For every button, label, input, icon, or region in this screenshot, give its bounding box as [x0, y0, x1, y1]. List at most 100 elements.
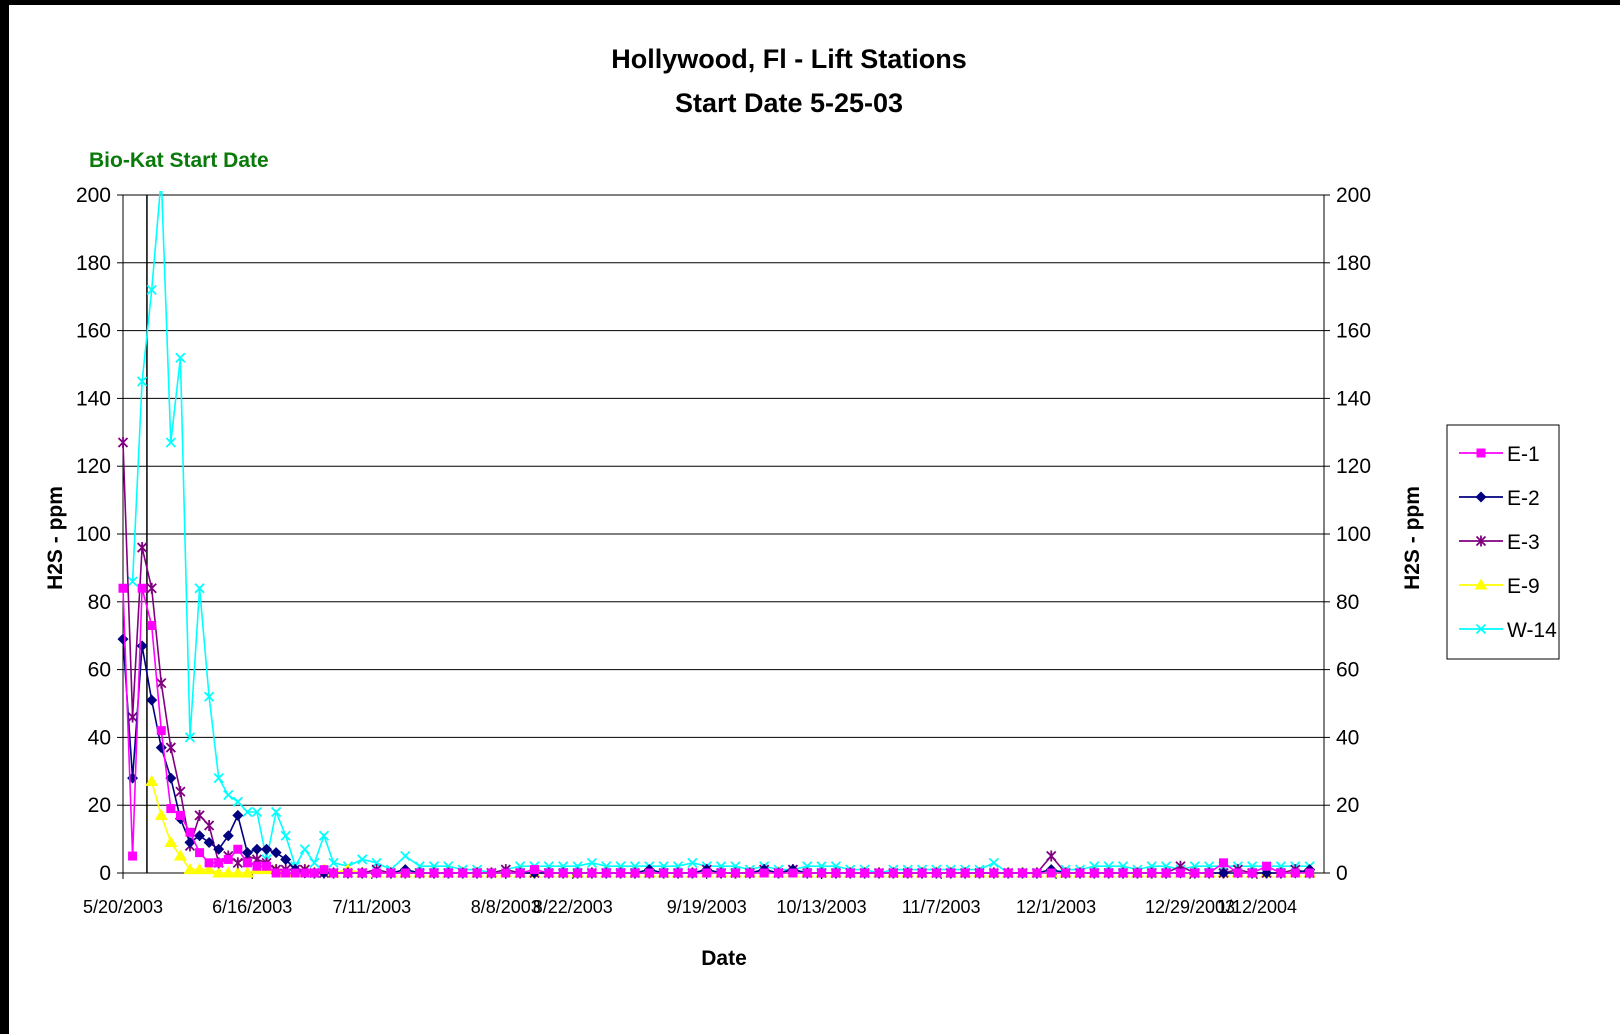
data-point — [989, 868, 999, 878]
data-point — [242, 806, 253, 818]
data-point — [788, 868, 798, 878]
data-point — [687, 857, 698, 868]
data-point — [1190, 868, 1200, 878]
data-point — [251, 843, 263, 855]
legend-marker — [1476, 448, 1486, 458]
data-point — [154, 808, 168, 820]
data-point — [117, 436, 129, 448]
data-point — [415, 868, 425, 878]
legend-marker — [1475, 535, 1487, 547]
data-point — [587, 868, 597, 878]
data-point — [472, 868, 482, 878]
data-point — [357, 854, 368, 865]
data-point — [241, 847, 253, 859]
data-point — [1276, 868, 1286, 878]
data-point — [974, 868, 984, 878]
y-tick-label-left: 160 — [76, 320, 111, 343]
chart-subtitle: Start Date 5-25-03 — [675, 88, 903, 118]
data-point — [1061, 868, 1071, 878]
data-point — [175, 810, 185, 820]
legend-label: E-2 — [1507, 487, 1540, 510]
data-point — [874, 868, 884, 878]
data-point — [1132, 868, 1142, 878]
x-tick-label: 8/8/2003 — [471, 897, 541, 917]
data-point — [231, 866, 245, 878]
chart-title: Hollywood, Fl - Lift Stations — [611, 44, 966, 74]
data-point — [309, 868, 319, 878]
y-tick-label-right: 80 — [1336, 591, 1359, 614]
y-tick-label-right: 200 — [1336, 184, 1371, 207]
data-point — [146, 284, 157, 296]
data-point — [194, 830, 206, 842]
series-line — [131, 191, 1310, 874]
data-point — [831, 868, 841, 878]
data-point — [300, 868, 310, 878]
data-point — [157, 174, 166, 183]
data-point — [299, 844, 310, 855]
data-point — [988, 857, 999, 868]
y-tick-label-right: 100 — [1336, 523, 1371, 546]
data-point — [573, 868, 583, 878]
data-point — [204, 858, 214, 868]
data-point — [203, 836, 215, 848]
data-point — [232, 796, 243, 807]
legend-label: E-1 — [1507, 443, 1540, 466]
x-tick-label: 6/16/2003 — [212, 897, 292, 917]
x-tick-label: 1/12/2004 — [1217, 897, 1297, 917]
data-point — [759, 868, 769, 878]
data-point — [156, 726, 166, 736]
data-point — [242, 858, 252, 868]
data-point — [1219, 858, 1229, 868]
data-point — [328, 857, 339, 868]
data-point — [128, 851, 138, 861]
data-point — [270, 806, 282, 818]
y-tick-label-right: 0 — [1336, 862, 1348, 885]
series-w-14 — [127, 174, 1315, 879]
data-point — [146, 582, 157, 594]
data-point — [730, 868, 740, 878]
data-point — [117, 633, 129, 645]
x-tick-label: 5/20/2003 — [83, 897, 163, 917]
series-e-2 — [117, 633, 1316, 879]
data-point — [1147, 868, 1157, 878]
data-point — [515, 868, 525, 878]
data-point — [175, 786, 186, 798]
y-tick-label-left: 40 — [88, 726, 111, 749]
data-point — [147, 621, 157, 631]
axes: 0 0 20 20 40 40 60 60 80 80 100 100 120 120 140 140 160 1… — [76, 184, 1371, 917]
data-point — [673, 868, 683, 878]
data-point — [917, 868, 927, 878]
y-tick-label-right: 60 — [1336, 659, 1359, 682]
x-tick-label: 11/7/2003 — [902, 897, 981, 917]
data-point — [1305, 868, 1315, 878]
data-point — [155, 742, 167, 754]
data-point — [223, 789, 234, 801]
y-tick-label-left: 100 — [76, 523, 111, 546]
y-tick-label-right: 140 — [1336, 387, 1371, 410]
data-point — [1046, 868, 1056, 878]
data-point — [1032, 868, 1042, 878]
y-tick-label-left: 0 — [99, 862, 111, 885]
data-point — [802, 868, 812, 878]
x-tick-label: 12/1/2003 — [1016, 897, 1096, 917]
data-point — [586, 857, 598, 868]
y-tick-label-right: 180 — [1336, 252, 1371, 275]
data-point — [558, 868, 568, 878]
data-point — [946, 868, 956, 878]
data-point — [630, 868, 640, 878]
line-chart: Hollywood, Fl - Lift Stations Start Date… — [44, 44, 1560, 970]
series-line — [122, 442, 1310, 874]
data-point — [400, 850, 411, 862]
data-point — [318, 830, 330, 841]
data-point — [501, 868, 511, 878]
data-point — [240, 866, 254, 878]
legend-box — [1446, 424, 1560, 660]
data-point — [145, 774, 159, 786]
data-point — [193, 863, 207, 875]
data-point — [329, 868, 339, 878]
y-tick-label-right: 40 — [1336, 726, 1359, 749]
data-point — [1003, 868, 1013, 878]
data-point — [252, 861, 262, 871]
data-point — [194, 583, 205, 594]
y-tick-label-right: 20 — [1336, 794, 1359, 817]
